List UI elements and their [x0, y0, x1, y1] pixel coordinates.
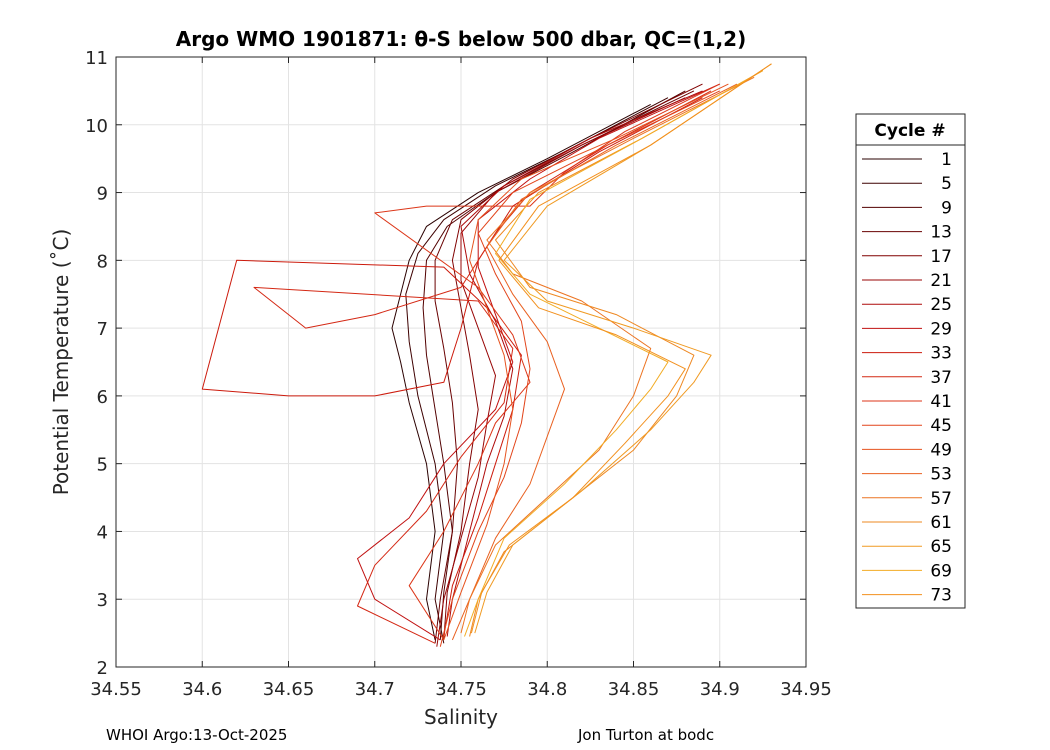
series-line-cycle-65 [474, 63, 772, 634]
series-line-cycle-49 [443, 83, 729, 641]
legend-label-cycle-5: 5 [941, 174, 952, 194]
legend-label-cycle-65: 65 [930, 537, 952, 557]
chart-title: Argo WMO 1901871: θ-S below 500 dbar, QC… [176, 27, 746, 51]
legend-label-cycle-57: 57 [930, 489, 952, 509]
legend-label-cycle-1: 1 [941, 150, 952, 170]
legend-label-cycle-61: 61 [930, 513, 952, 533]
legend-label-cycle-13: 13 [930, 223, 952, 243]
footer-left: WHOI Argo:13-Oct-2025 [106, 726, 288, 744]
series-line-cycle-21 [436, 97, 686, 647]
footer-right: Jon Turton at bodc [578, 726, 715, 744]
x-tick-label: 34.9 [700, 679, 740, 700]
legend-label-cycle-21: 21 [930, 271, 952, 291]
y-tick-label: 10 [85, 116, 108, 137]
legend-label-cycle-45: 45 [930, 416, 952, 436]
series-line-cycle-37 [253, 90, 712, 644]
legend-label-cycle-25: 25 [930, 295, 952, 315]
legend-box [855, 113, 966, 609]
y-tick-label: 11 [85, 48, 108, 69]
series-line-cycle-9 [422, 90, 686, 640]
y-tick-label: 4 [97, 522, 108, 543]
legend-label-cycle-33: 33 [930, 344, 952, 364]
legend-label-cycle-69: 69 [930, 561, 952, 581]
y-tick-label: 6 [97, 387, 108, 408]
legend-label-cycle-37: 37 [930, 368, 952, 388]
x-tick-label: 34.8 [527, 679, 567, 700]
x-tick-label: 34.85 [608, 679, 660, 700]
x-tick-label: 34.7 [355, 679, 395, 700]
y-tick-label: 9 [97, 184, 108, 205]
y-tick-label: 2 [97, 658, 108, 679]
x-tick-label: 34.95 [780, 679, 832, 700]
y-tick-label: 3 [97, 590, 108, 611]
y-axis-label: Potential Temperature (˚C) [49, 229, 73, 496]
series-line-cycle-53 [451, 83, 738, 641]
legend-label-cycle-49: 49 [930, 440, 952, 460]
legend-label-cycle-9: 9 [941, 198, 952, 218]
series-line-cycle-69 [464, 70, 764, 637]
series-line-cycle-25 [446, 90, 703, 637]
legend: Cycle # 1 5 9 13 17 21 25 29 33 37 41 45 49 53 57 61 65 6… [855, 113, 966, 609]
y-tick-label: 5 [97, 455, 108, 476]
series-line-cycle-57 [460, 76, 755, 634]
legend-label-cycle-41: 41 [930, 392, 952, 412]
x-axis: 34.55 34.6 34.65 34.7 34.75 34.8 34.85 34.9 34.9… [90, 57, 832, 700]
series-line-cycle-5 [405, 97, 669, 644]
series-line-cycle-1 [391, 103, 651, 641]
series-line-cycle-33 [201, 97, 703, 637]
x-tick-label: 34.55 [90, 679, 142, 700]
series-line-cycle-61 [469, 70, 764, 637]
series-line-cycle-73 [470, 63, 772, 634]
plot-area [201, 63, 772, 647]
legend-label-cycle-29: 29 [930, 319, 952, 339]
series-line-cycle-29 [357, 83, 720, 641]
series-line-cycle-45 [439, 90, 720, 647]
legend-label-cycle-73: 73 [930, 586, 952, 606]
x-tick-label: 34.65 [263, 679, 315, 700]
legend-label-cycle-53: 53 [930, 465, 952, 485]
y-tick-label: 7 [97, 319, 108, 340]
legend-title: Cycle # [874, 121, 945, 141]
x-axis-label: Salinity [424, 705, 498, 729]
x-tick-label: 34.75 [435, 679, 487, 700]
x-tick-label: 34.6 [182, 679, 222, 700]
y-tick-label: 8 [97, 251, 108, 272]
series-line-cycle-17 [443, 83, 703, 640]
y-axis: 2 3 4 5 6 7 8 9 10 11 [85, 48, 806, 679]
legend-label-cycle-17: 17 [930, 247, 952, 267]
